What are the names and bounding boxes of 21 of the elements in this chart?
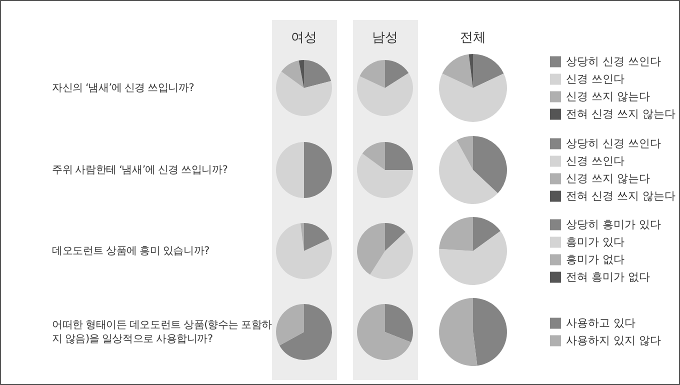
- legend-label: 상당히 흥미가 있다: [566, 218, 661, 231]
- legend-label: 전혀 신경 쓰지 않는다: [566, 107, 676, 120]
- chart-title: 여성: [291, 30, 317, 46]
- chart-title: 남성: [372, 30, 398, 46]
- legend-label: 상당히 신경 쓰인다: [566, 54, 661, 68]
- legend-label: 상당히 신경 쓰인다: [566, 136, 661, 150]
- text: 자신의 ‘냄새’에 신경 쓰입니까?: [52, 82, 194, 94]
- legend-label: 사용하고 있다: [566, 316, 636, 330]
- legend-label: 신경 쓰인다: [566, 154, 624, 168]
- legend-label: 전혀 신경 쓰지 않는다: [566, 189, 676, 202]
- text: 어떠한 형태이든 데오도런트 상품(향수는 포함하 지 않음)을 일상적으로 사용합니까?: [52, 319, 273, 345]
- legend-label: 흥미가 있다: [566, 235, 624, 248]
- chart-title: 전체: [460, 30, 486, 46]
- legend-label: 신경 쓰인다: [566, 72, 624, 86]
- legend-label: 전혀 흥미가 없다: [566, 270, 650, 284]
- legend-label: 신경 쓰지 않는다: [566, 172, 650, 185]
- text: 주위 사람한테 ‘냄새’에 신경 쓰입니까?: [52, 164, 228, 176]
- text: 데오도런트 상품에 흥미 있습니까?: [52, 244, 210, 257]
- legend-label: 흥미가 없다: [566, 252, 624, 266]
- legend-label: 신경 쓰지 않는다: [566, 90, 650, 103]
- legend-label: 사용하지 있지 않다: [566, 334, 661, 347]
